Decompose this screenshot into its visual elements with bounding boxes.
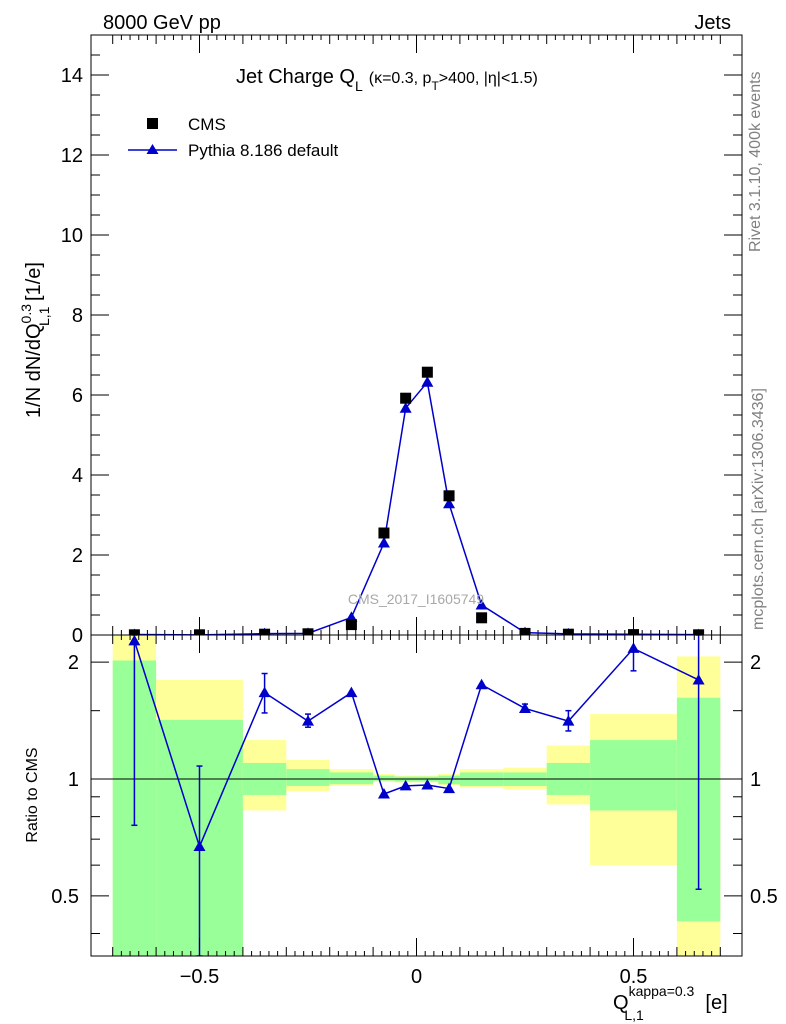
cms-point [421,366,433,378]
ratio-pythia-point [562,715,575,726]
main-y-tick-label: 6 [72,385,83,407]
chart-title-main: Jet Charge Q [236,66,355,88]
ratio-pythia-point [421,779,434,790]
x-axis-label-sup: kappa=0.3 [629,983,695,999]
main-y-tick-label: 10 [61,225,83,247]
ratio-pythia-line [133,640,699,849]
legend: CMS Pythia 8.186 default [128,115,339,160]
ratio-pythia-point [258,686,271,698]
cms-point [302,628,314,635]
cms-point [562,628,574,635]
legend-pythia-marker [146,144,159,154]
chart-title: Jet Charge QL (κ=0.3, pT>400, |η|<1.5) [236,66,538,94]
rivet-label: Rivet 3.1.10, 400k events [747,71,764,252]
uncertainty-bands [112,635,721,956]
ratio-y-axis-label: Ratio to CMS [24,747,41,842]
main-y-axis-label-sup: 0.3 [18,304,34,324]
ratio-y-tick-label: 2 [68,652,79,674]
main-y-axis-label-text: 1/N dN/dQ [23,323,45,417]
cms-point [443,490,455,502]
ratio-pythia-point [519,702,531,713]
main-y-tick-label: 4 [72,465,83,487]
main-y-tick-label: 2 [72,545,83,567]
cms-point [400,392,412,404]
ratio-pythia-point [128,635,141,646]
inner-band [590,740,677,811]
main-y-tick-label: 14 [61,65,83,87]
ratio-pythia-point [345,686,358,698]
x-tick-label: −0.5 [180,966,219,988]
ratio-y-tick-label-right: 0.5 [750,886,778,908]
main-y-tick-label: 8 [72,305,83,327]
cms-point [476,612,488,624]
x-tick-label: 0 [411,966,422,988]
ratio-panel-ticks: −0.5 0 0.5 0.5 0.5 1 1 2 2 [51,635,778,988]
cms-point [693,629,705,635]
legend-pythia-label: Pythia 8.186 default [188,141,339,160]
pythia-point [421,376,434,387]
cms-series [128,366,705,635]
main-y-axis-label-sub: L,1 [36,306,52,326]
main-panel: 0 2 4 6 8 10 12 14 1/N dN/dQ0.3 L,1 [1/e] Jet Ch… [18,34,743,647]
ratio-y-tick-label: 1 [68,769,79,791]
cms-point [128,629,140,635]
ratio-pythia-point [692,673,705,685]
x-axis-label-unit: [e] [700,992,728,1014]
inner-band [373,775,395,781]
ratio-pythia-point [193,840,206,852]
inner-band [286,769,330,786]
ratio-pythia-point [302,715,314,726]
x-axis-label: Qkappa=0.3 L,1 [e] [613,983,728,1023]
ratio-pythia-point [475,678,488,690]
x-axis-label-text: Q [613,992,629,1014]
ratio-pythia-point [377,788,390,799]
legend-cms-label: CMS [188,115,226,134]
x-tick-label: 0.5 [620,966,648,988]
cms-point [259,628,271,635]
header-right-label: Jets [694,12,731,34]
inner-band [438,775,460,785]
pythia-point [377,537,390,548]
ratio-panel: −0.5 0 0.5 0.5 0.5 1 1 2 2 Ratio to CMS Qkappa=0… [24,634,778,1023]
main-y-axis-label: 1/N dN/dQ0.3 L,1 [1/e] [18,262,52,418]
ratio-pythia-point [399,779,412,791]
main-panel-ticks: 0 2 4 6 8 10 12 14 [61,34,742,647]
pythia-point [443,497,456,509]
main-y-axis-label-unit: [1/e] [23,262,45,306]
chart-title-main-sub: L [355,78,363,94]
chart-title-paren-open: (κ=0.3, p [369,70,432,87]
inner-band [329,772,374,785]
chart-title-paren-close: >400, |η|<1.5) [439,70,538,87]
cms-point [345,619,357,631]
ratio-panel-frame [90,634,743,957]
cms-point [628,629,639,635]
cms-point [519,627,531,635]
ratio-y-tick-label-right: 1 [750,769,761,791]
ratio-pythia-series [128,635,705,956]
pythia-point [399,402,412,413]
pythia-point [475,599,488,610]
main-y-tick-label: 0 [72,625,83,647]
x-axis-label-sub: L,1 [624,1007,644,1023]
mcplots-label: mcplots.cern.ch [arXiv:1306.3436] [750,388,767,630]
header-left-label: 8000 GeV pp [103,12,221,34]
analysis-watermark: CMS_2017_I1605749 [348,591,484,607]
pythia-line [134,380,699,635]
cms-point [194,629,205,635]
ratio-pythia-point [443,782,456,794]
ratio-y-tick-label: 0.5 [51,886,79,908]
legend-cms-marker [147,118,158,129]
cms-point [378,527,390,539]
main-y-tick-label: 12 [61,145,83,167]
chart-title-paren-sub: T [431,79,439,93]
ratio-y-tick-label-right: 2 [750,652,761,674]
